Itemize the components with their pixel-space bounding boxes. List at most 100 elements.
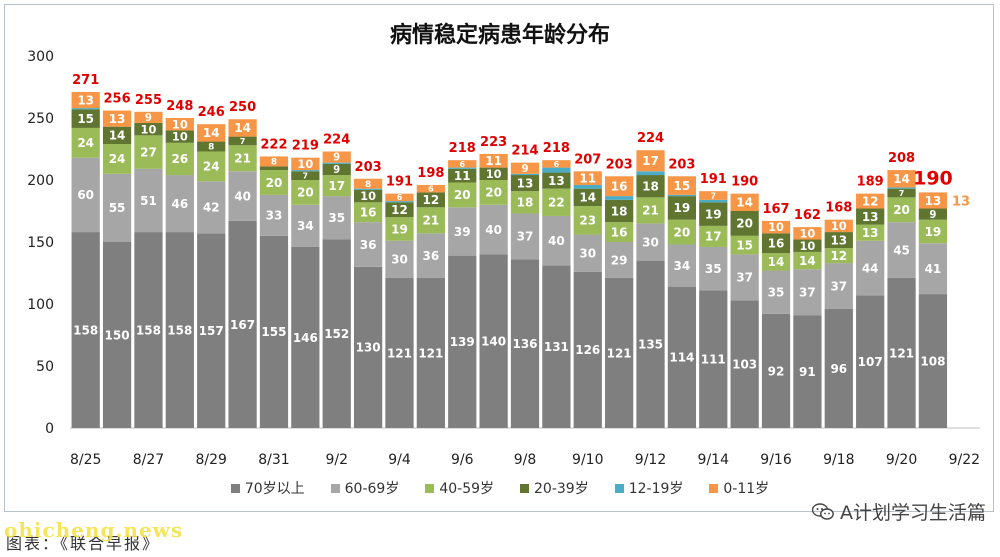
legend-item: 20-39岁 [520, 478, 589, 498]
data-label: 96 [830, 362, 847, 376]
bar-segment [71, 91, 100, 109]
data-label: 21 [642, 204, 659, 218]
x-tick-label: 8/31 [258, 452, 289, 468]
total-label: 203 [606, 157, 633, 172]
data-label: 155 [261, 325, 286, 339]
data-label: 35 [328, 211, 345, 225]
bar-segment [322, 196, 351, 240]
data-label: 7 [303, 172, 309, 181]
data-label: 121 [607, 346, 632, 360]
data-label: 9 [333, 165, 340, 176]
data-label: 139 [450, 335, 475, 349]
bar-segment [416, 184, 445, 193]
bar-segment [761, 270, 791, 314]
total-label: 191 [700, 172, 727, 187]
data-label: 21 [423, 214, 440, 228]
bar-segment [353, 188, 383, 190]
data-label: 10 [297, 157, 313, 171]
bar-segment [761, 253, 791, 271]
data-label: 14 [109, 129, 126, 143]
data-label: 130 [356, 341, 381, 355]
bar-segment [353, 178, 383, 189]
bar-segment [793, 239, 822, 252]
data-label: 19 [391, 222, 408, 236]
bar-segment [448, 167, 477, 169]
bar-segment [228, 145, 257, 172]
data-label: 41 [925, 262, 942, 276]
bar-segment [761, 233, 791, 254]
data-label: 10 [141, 122, 157, 136]
data-label: 140 [481, 335, 506, 349]
bar-segment [605, 242, 634, 278]
bar-segment [71, 108, 100, 110]
legend-swatch [330, 483, 340, 493]
bar-segment [542, 188, 571, 216]
data-label: 121 [387, 346, 412, 360]
x-tick-label: 9/20 [886, 452, 917, 468]
bar-segment [793, 251, 822, 270]
bar-segment [887, 277, 916, 428]
legend-label: 70岁以上 [244, 481, 305, 497]
total-label: 198 [417, 166, 444, 181]
data-label: 158 [136, 323, 161, 337]
data-label: 14 [579, 191, 596, 205]
bar-segment [730, 193, 759, 211]
bar-segment [322, 175, 351, 197]
data-label: 157 [199, 324, 224, 338]
bar-segment [824, 219, 853, 233]
data-label: 126 [575, 343, 600, 357]
bar-segment [385, 202, 414, 218]
bar-segment [636, 223, 665, 261]
bar-segment [730, 254, 759, 301]
data-label: 14 [203, 126, 220, 140]
bar-segment [793, 315, 822, 428]
data-label: 20 [893, 203, 910, 217]
data-label: 24 [109, 152, 126, 166]
data-label: 34 [297, 219, 314, 233]
legend-label: 20-39岁 [534, 481, 589, 497]
data-label: 36 [360, 238, 377, 252]
bar-segment [824, 232, 853, 249]
legend-label: 0-11岁 [723, 481, 770, 497]
bar-segment [856, 240, 885, 296]
bar-segment [699, 202, 728, 226]
data-label: 13 [862, 226, 879, 240]
y-tick-label: 100 [27, 297, 54, 313]
data-label: 13 [109, 112, 126, 126]
x-tick-label: 8/29 [195, 452, 226, 468]
data-label: 19 [705, 207, 722, 221]
bar-segment [918, 219, 948, 244]
bar-segment [887, 188, 916, 198]
data-label: 23 [579, 214, 596, 228]
data-label: 6 [397, 193, 403, 202]
total-label: 224 [323, 132, 350, 147]
bar-segment [228, 171, 257, 221]
data-label: 8 [208, 143, 214, 153]
data-label: 108 [920, 354, 945, 368]
data-label: 40 [485, 223, 502, 237]
data-label: 37 [799, 286, 816, 300]
data-label: 18 [611, 204, 628, 218]
data-label: 24 [77, 136, 94, 150]
data-label: 12 [391, 203, 408, 217]
data-label: 21 [234, 152, 251, 166]
bar-segment [887, 197, 916, 223]
bar-segment [730, 235, 759, 255]
data-label: 13 [925, 194, 942, 208]
bar-segment [667, 176, 697, 195]
bar-segment [573, 234, 602, 272]
total-label: 224 [637, 131, 664, 146]
data-label: 17 [328, 179, 345, 193]
total-label: 219 [292, 139, 319, 154]
data-label: 107 [858, 355, 883, 369]
bar-segment [197, 233, 226, 428]
data-label: 18 [642, 180, 659, 194]
data-label: 20 [297, 186, 314, 200]
bar-segment [542, 167, 571, 173]
data-label: 16 [611, 225, 628, 239]
bar-segment [259, 166, 289, 171]
data-label: 37 [517, 230, 534, 244]
data-label: 6 [428, 185, 434, 194]
bar-segment [385, 277, 414, 428]
